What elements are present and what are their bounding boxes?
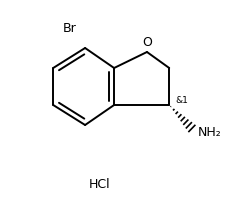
Text: O: O <box>141 36 151 49</box>
Text: NH₂: NH₂ <box>197 126 221 140</box>
Text: HCl: HCl <box>88 178 110 192</box>
Text: Br: Br <box>63 21 76 34</box>
Text: &1: &1 <box>174 95 187 104</box>
